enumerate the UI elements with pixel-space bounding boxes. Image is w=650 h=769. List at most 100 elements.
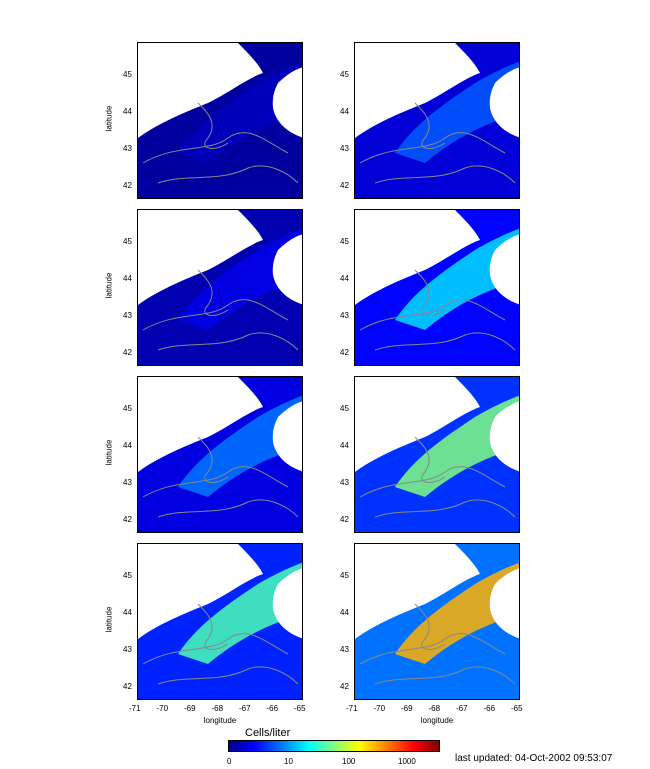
lat-tick: 43	[123, 478, 132, 487]
colorbar-tick-0: 0	[227, 757, 232, 766]
land-mainland	[355, 544, 480, 639]
depth-contour	[197, 102, 229, 149]
lon-tick: -71	[129, 704, 141, 713]
map-panel-left-4	[137, 543, 303, 700]
lat-tick: 42	[123, 682, 132, 691]
depth-contour	[414, 102, 446, 149]
depth-contour	[197, 603, 229, 650]
colorbar-tick-10: 10	[284, 757, 293, 766]
depth-contour	[359, 633, 506, 665]
depth-contour	[374, 666, 516, 685]
lon-tick: -71	[346, 704, 358, 713]
lat-tick: 45	[123, 70, 132, 79]
lat-tick: 45	[340, 404, 349, 413]
map-panel-right-4	[354, 543, 520, 700]
lat-tick: 45	[123, 237, 132, 246]
lon-tick: -66	[266, 704, 279, 713]
land-nova-scotia	[272, 67, 302, 138]
last-updated-text: last updated: 04-Oct-2002 09:53:07	[455, 753, 613, 764]
lon-tick: -68	[211, 704, 224, 713]
land-nova-scotia	[489, 67, 519, 138]
lat-tick: 44	[123, 274, 132, 283]
depth-contour	[197, 269, 229, 316]
lon-tick: -70	[156, 704, 169, 713]
depth-contour	[197, 436, 229, 483]
lat-tick: 44	[123, 107, 132, 116]
lat-tick: 42	[340, 348, 349, 357]
lon-tick: -66	[483, 704, 496, 713]
depth-contour	[142, 132, 289, 164]
lat-tick: 43	[123, 645, 132, 654]
land-nova-scotia	[272, 401, 302, 472]
map-svg	[355, 43, 519, 198]
lat-tick: 42	[123, 181, 132, 190]
lon-tick: -70	[373, 704, 386, 713]
depth-contour	[374, 165, 516, 184]
land-nova-scotia	[489, 568, 519, 639]
bloom-patch	[178, 562, 302, 664]
map-panel-left-1	[137, 42, 303, 199]
depth-contour	[157, 666, 299, 685]
lon-tick: -65	[294, 704, 306, 713]
land-nova-scotia	[272, 234, 302, 305]
bloom-patch	[395, 61, 519, 163]
lat-tick: 45	[340, 70, 349, 79]
latitude-label: latitude	[104, 272, 114, 299]
map-panel-right-1	[354, 42, 520, 199]
colorbar-tick-100: 100	[342, 757, 356, 766]
map-panel-left-3	[137, 376, 303, 533]
lat-tick: 45	[123, 404, 132, 413]
bloom-patch	[178, 395, 302, 497]
bloom-patch	[395, 562, 519, 664]
lat-tick: 44	[123, 441, 132, 450]
lon-tick: -69	[184, 704, 196, 713]
depth-contour	[142, 633, 289, 665]
lat-tick: 43	[340, 645, 349, 654]
map-svg	[138, 210, 302, 365]
map-svg	[355, 544, 519, 699]
land-mainland	[138, 377, 263, 472]
lat-tick: 44	[340, 441, 349, 450]
map-panel-right-3	[354, 376, 520, 533]
land-mainland	[355, 43, 480, 138]
lon-tick: -68	[428, 704, 441, 713]
depth-contour	[374, 332, 516, 351]
lat-tick: 44	[340, 608, 349, 617]
lon-tick: -69	[401, 704, 413, 713]
lat-tick: 44	[340, 274, 349, 283]
land-mainland	[355, 210, 480, 305]
colorbar	[228, 740, 440, 752]
map-panel-left-2	[137, 209, 303, 366]
bloom-patch	[395, 395, 519, 497]
lat-tick: 44	[123, 608, 132, 617]
land-nova-scotia	[489, 401, 519, 472]
lon-tick: -67	[456, 704, 468, 713]
depth-contour	[414, 269, 446, 316]
lat-tick: 43	[123, 311, 132, 320]
lat-tick: 45	[340, 571, 349, 580]
map-svg	[138, 377, 302, 532]
colorbar-title: Cells/liter	[245, 727, 291, 739]
depth-contour	[142, 299, 289, 331]
bloom-patch	[395, 228, 519, 330]
land-mainland	[138, 210, 263, 305]
land-nova-scotia	[272, 568, 302, 639]
depth-contour	[142, 466, 289, 498]
depth-contour	[414, 436, 446, 483]
map-svg	[355, 377, 519, 532]
lat-tick: 42	[123, 515, 132, 524]
land-mainland	[138, 544, 263, 639]
lat-tick: 45	[340, 237, 349, 246]
bloom-patch	[178, 228, 302, 330]
lat-tick: 43	[123, 144, 132, 153]
depth-contour	[157, 499, 299, 518]
depth-contour	[359, 132, 506, 164]
land-nova-scotia	[489, 234, 519, 305]
lat-tick: 42	[340, 181, 349, 190]
depth-contour	[359, 466, 506, 498]
lat-tick: 43	[340, 478, 349, 487]
map-svg	[355, 210, 519, 365]
lat-tick: 42	[340, 682, 349, 691]
lat-tick: 43	[340, 311, 349, 320]
